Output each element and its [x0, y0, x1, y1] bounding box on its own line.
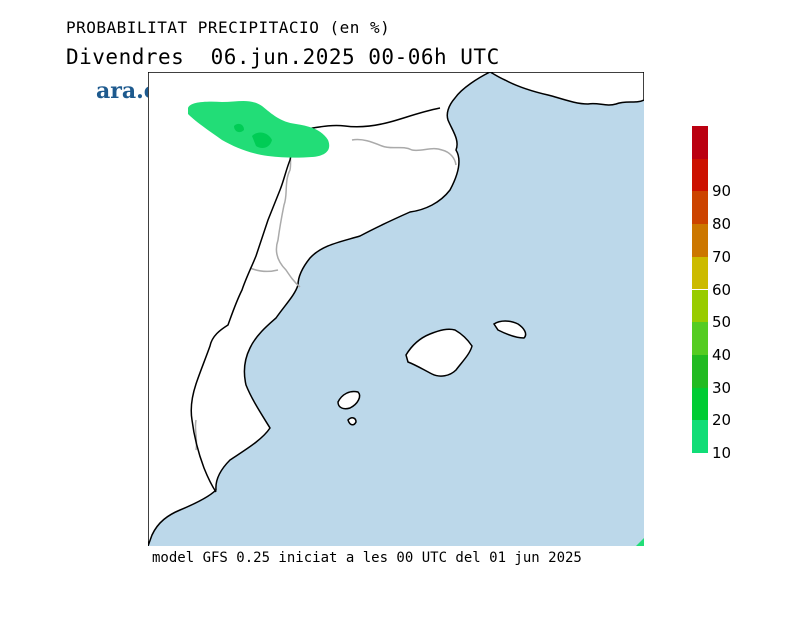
precip-zone-corner — [636, 538, 644, 546]
legend-swatch — [692, 224, 708, 257]
legend-swatch — [692, 158, 708, 192]
precip-zone-10-20 — [188, 101, 330, 158]
chart-title: PROBABILITAT PRECIPITACIO (en %) — [66, 18, 391, 37]
legend-label: 50 — [712, 313, 732, 332]
legend-swatch — [692, 256, 708, 290]
precip-zone-speckle — [234, 123, 244, 133]
island-mallorca — [405, 328, 473, 377]
precip-zone-inner — [252, 132, 272, 148]
legend-swatch — [692, 354, 708, 388]
legend-swatch — [692, 126, 708, 159]
precipitation-map — [148, 72, 644, 546]
region-border-catalonia-aragon — [275, 141, 301, 288]
legend-label: 10 — [712, 444, 732, 462]
precip-legend — [692, 126, 708, 453]
region-border-catalonia-valencia — [249, 267, 279, 273]
legend-swatch — [692, 387, 708, 421]
island-formentera — [347, 417, 357, 426]
legend-swatch — [692, 322, 708, 355]
region-border-andorra-france — [351, 138, 457, 166]
legend-label: 20 — [712, 411, 732, 430]
legend-label: 30 — [712, 378, 732, 397]
region-border-valencia-interior — [194, 419, 198, 451]
legend-label: 70 — [712, 247, 732, 266]
land-north — [489, 72, 644, 106]
model-run-footer: model GFS 0.25 iniciat a les 00 UTC del … — [152, 550, 582, 566]
legend-swatch — [692, 191, 708, 225]
legend-swatch — [692, 289, 708, 323]
chart-subtitle-date: Divendres 06.jun.2025 00-06h UTC — [66, 45, 500, 69]
legend-label: 80 — [712, 215, 732, 234]
legend-swatch — [692, 420, 708, 453]
legend-label: 60 — [712, 280, 732, 299]
island-eivissa — [337, 390, 361, 410]
legend-label: 40 — [712, 345, 732, 364]
legend-label: 90 — [712, 182, 732, 201]
inland-border-aragon — [190, 129, 301, 493]
island-menorca — [492, 320, 527, 339]
